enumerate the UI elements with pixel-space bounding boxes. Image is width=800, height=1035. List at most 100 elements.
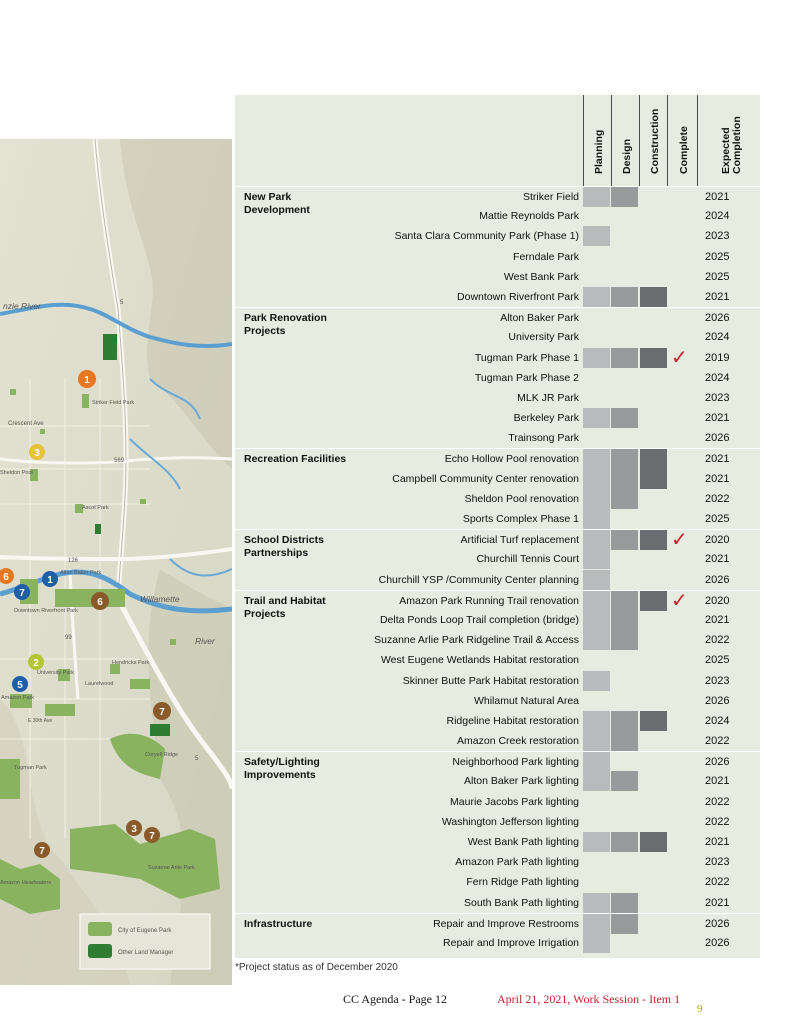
svg-text:5: 5	[17, 680, 23, 691]
design-bar	[611, 468, 638, 489]
design-bar	[611, 286, 638, 307]
construction-bar	[640, 449, 667, 470]
legend-swatch-other	[88, 944, 112, 958]
hill-shading	[120, 139, 232, 469]
table-row: Trail and Habitat Projects Amazon Park Ru…	[235, 589, 760, 620]
category-label: Park Renovation Projects	[244, 312, 327, 338]
project-name: Santa Clara Community Park (Phase 1)	[394, 230, 579, 243]
construction-bar	[640, 832, 667, 852]
project-name: Downtown Riverfront Park	[457, 290, 579, 303]
expected-year: 2021	[705, 896, 730, 909]
table-row: Campbell Community Center renovation 2021	[235, 468, 760, 489]
table-row: Alton Baker Park lighting 2021	[235, 771, 760, 792]
planning-bar	[583, 286, 610, 307]
column-header-complete: Complete	[678, 126, 690, 174]
expected-year: 2021	[705, 553, 730, 566]
svg-text:2: 2	[33, 658, 39, 669]
project-name: Alton Baker Park	[500, 312, 579, 325]
column-divider	[697, 95, 698, 186]
highway-99	[68, 568, 80, 700]
design-bar	[611, 609, 638, 630]
project-name: Sports Complex Phase 1	[462, 513, 579, 525]
project-status-table: Planning Design Construction Complete Ex…	[235, 95, 760, 958]
expected-year: 2022	[705, 634, 730, 647]
project-name: Berkeley Park	[513, 412, 579, 425]
table-row: South Bank Path lighting 2021	[235, 892, 760, 913]
project-name: MLK JR Park	[517, 391, 579, 404]
svg-text:6: 6	[97, 597, 103, 608]
planning-bar	[583, 771, 610, 792]
expected-year: 2025	[705, 270, 730, 283]
column-header-design: Design	[621, 138, 633, 174]
table-row: Repair and Improve Irrigation 2026	[235, 932, 760, 953]
project-name: Trainsong Park	[508, 432, 579, 445]
expected-year: 2026	[705, 917, 730, 930]
legend-label-other: Other Land Manager	[118, 950, 173, 956]
footer-date: April 21, 2021, Work Session - Item 1	[497, 992, 681, 1006]
table-row: Washington Jefferson lighting 2022	[235, 812, 760, 832]
map-label-ascot: Ascot Park	[82, 505, 109, 511]
table-row: Suzanne Arlie Park Ridgeline Trail & Acc…	[235, 630, 760, 651]
expected-year: 2026	[705, 694, 730, 707]
planning-bar	[583, 609, 610, 630]
map-label-coryell: Coryell Ridge	[145, 752, 178, 758]
expected-year: 2022	[705, 735, 730, 748]
highway-5-edge	[94, 139, 127, 600]
footer-page-number: 9	[697, 1003, 703, 1015]
project-name: Churchill YSP /Community Center planning	[378, 573, 579, 586]
svg-text:7: 7	[19, 588, 25, 599]
expected-year: 2021	[705, 472, 730, 485]
project-name: Alton Baker Park lighting	[464, 775, 579, 788]
map-label-amazon: Amazon Park	[1, 695, 34, 701]
project-name: Echo Hollow Pool renovation	[444, 453, 579, 466]
expected-year: 2026	[705, 312, 730, 325]
project-name: Fern Ridge Path lighting	[466, 876, 579, 889]
design-bar	[611, 347, 638, 368]
table-row: Skinner Butte Park Habitat restoration 20…	[235, 670, 760, 691]
expected-year: 2022	[705, 815, 730, 828]
table-row: Santa Clara Community Park (Phase 1) 2023	[235, 226, 760, 247]
expected-year: 2022	[705, 492, 730, 505]
planning-bar	[583, 569, 610, 590]
project-name: South Bank Path lighting	[464, 896, 579, 909]
map-graphic: nzie River Crescent Ave Striker Field Pa…	[0, 139, 232, 985]
category-label: New Park Development	[244, 191, 310, 216]
footer-agenda: CC Agenda - Page 12	[343, 992, 447, 1006]
project-name: Tugman Park Phase 2	[474, 371, 579, 384]
svg-text:3: 3	[131, 824, 137, 835]
expected-year: 2026	[705, 573, 730, 586]
category-label: School Districts Partnerships	[244, 534, 324, 560]
table-row: Trainsong Park 2026	[235, 428, 760, 448]
expected-year: 2023	[705, 674, 730, 687]
design-bar	[611, 590, 638, 611]
expected-year: 2026	[705, 432, 730, 445]
design-bar	[611, 832, 638, 852]
planning-bar	[583, 468, 610, 489]
planning-bar	[583, 892, 610, 913]
road-569	[0, 456, 232, 465]
map-label-sheldon: Sheldon Pool	[0, 470, 33, 476]
map-label-willamette: Willamette	[140, 594, 180, 604]
table-row: Ridgeline Habitat restoration 2024	[235, 710, 760, 731]
construction-bar	[640, 710, 667, 731]
category-label: Trail and Habitat Projects	[244, 594, 326, 620]
table-row: Sheldon Pool renovation 2022	[235, 488, 760, 509]
planning-bar	[583, 832, 610, 852]
marker-blue-7: 7	[14, 584, 30, 600]
project-name: Skinner Butte Park Habitat restoration	[402, 674, 579, 687]
table-row: New Park Development Striker Field 2021	[235, 186, 760, 216]
expected-year: 2022	[705, 876, 730, 889]
map-label-tugman: Tugman Park	[14, 765, 47, 771]
marker-orange-6: 6	[0, 568, 14, 584]
svg-text:1: 1	[84, 375, 90, 386]
highway-126	[0, 547, 232, 562]
planning-bar	[583, 347, 610, 368]
svg-text:1: 1	[47, 575, 53, 586]
table-row: Berkeley Park 2021	[235, 408, 760, 429]
expected-year: 2020	[705, 594, 730, 607]
construction-bar	[640, 468, 667, 489]
marker-brown-7c: 7	[34, 842, 50, 858]
map-label-hendricks: Hendricks Park	[112, 660, 150, 666]
project-name: Neighborhood Park lighting	[452, 756, 579, 769]
marker-brown-6: 6	[91, 592, 109, 610]
